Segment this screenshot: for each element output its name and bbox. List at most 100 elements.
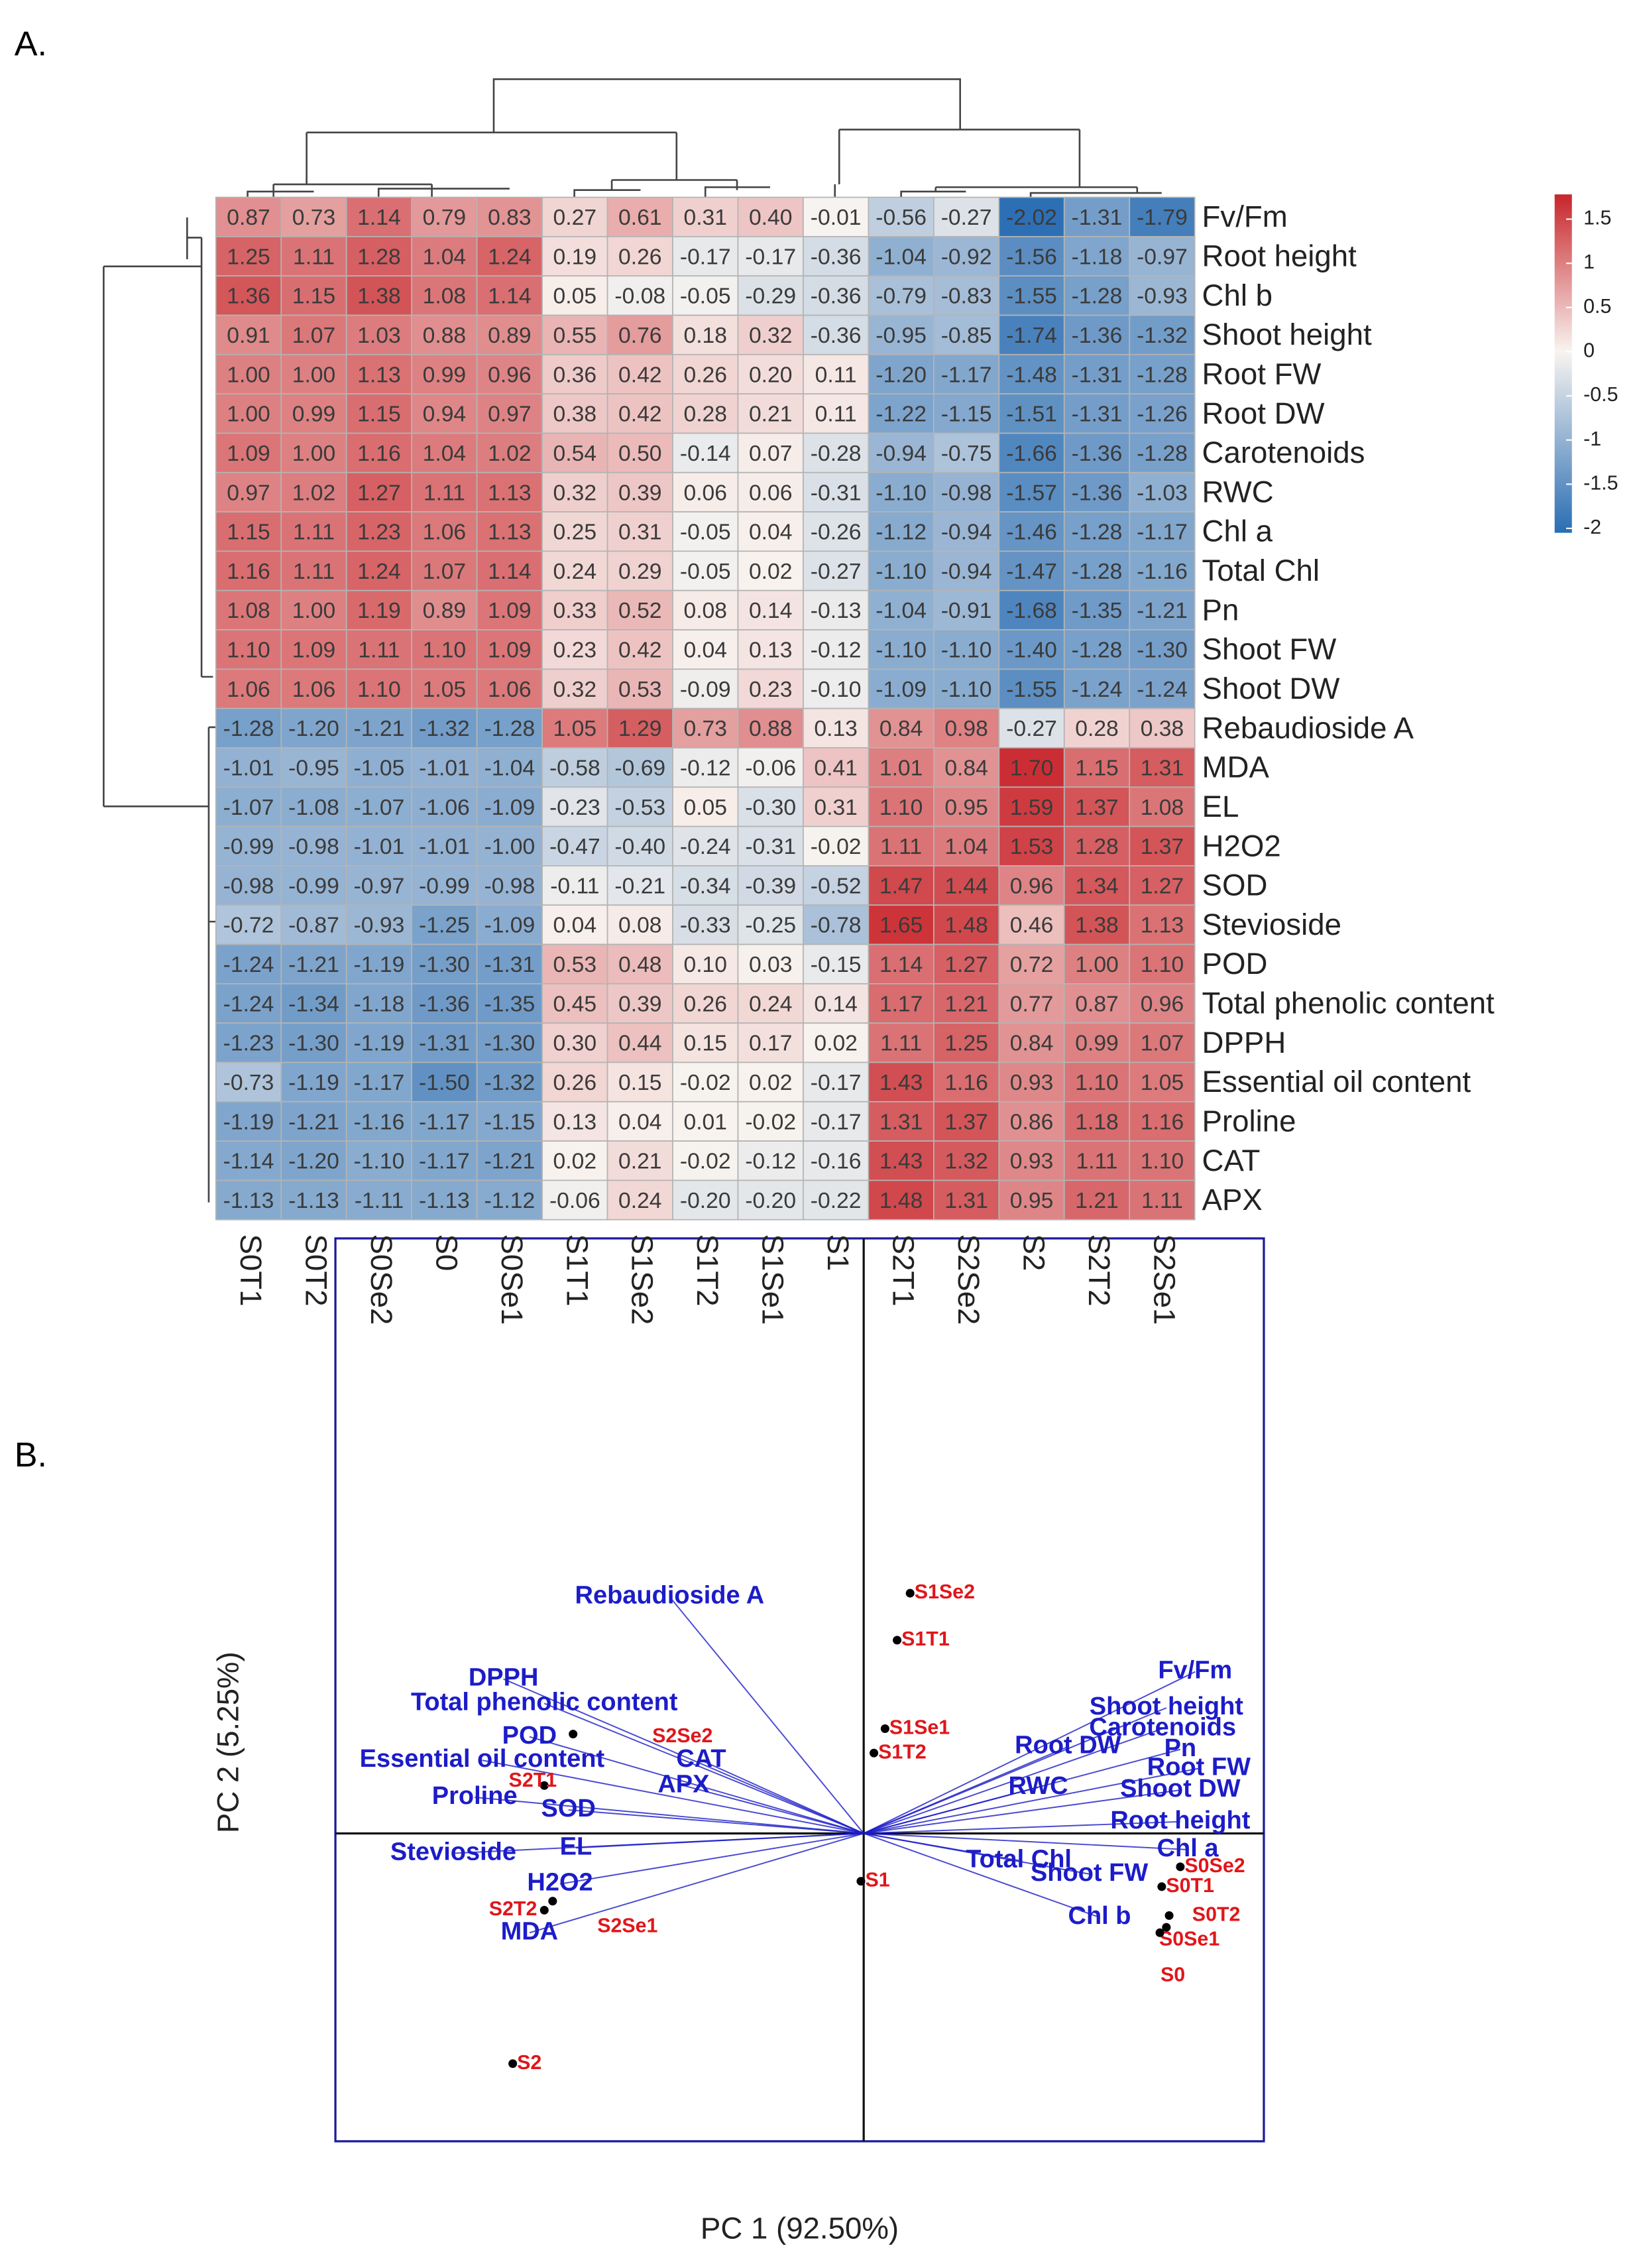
- cell-label: -0.06: [549, 1189, 600, 1213]
- cell-label: 0.25: [553, 520, 597, 545]
- cell-label: -1.13: [223, 1189, 274, 1213]
- heatmap-cell: [672, 196, 739, 237]
- loading-vector: [543, 1702, 864, 1834]
- cell-label: -0.97: [1137, 245, 1188, 269]
- heatmap-cell: [345, 825, 413, 866]
- cell-label: 0.38: [1141, 717, 1184, 741]
- cell-label: -0.12: [811, 638, 862, 663]
- cell-label: 0.13: [814, 717, 858, 741]
- loading-label: Fv/Fm: [1158, 1657, 1232, 1685]
- heatmap-cell: [476, 1179, 543, 1221]
- cell-label: -0.99: [223, 835, 274, 859]
- heatmap-cell: [803, 511, 870, 552]
- heatmap-cell: [215, 236, 282, 277]
- heatmap-cell: [998, 589, 1065, 630]
- cell-label: 0.84: [1010, 1032, 1054, 1056]
- cell-label: 1.27: [944, 953, 988, 977]
- cell-label: -1.36: [419, 992, 470, 1016]
- cell-label: -0.36: [811, 284, 862, 309]
- heatmap-cell: [868, 236, 934, 277]
- sample-point: [856, 1877, 866, 1886]
- heatmap-cell: [476, 275, 543, 316]
- heatmap-cell: [933, 432, 1000, 473]
- heatmap-cell: [1129, 471, 1196, 512]
- cell-label: -1.21: [1137, 599, 1188, 623]
- cell-label: 0.53: [553, 953, 597, 977]
- cell-label: 0.44: [618, 1032, 662, 1056]
- cell-label: -1.35: [484, 992, 536, 1016]
- cell-label: -1.09: [484, 914, 536, 938]
- loading-label: Stevioside: [390, 1838, 516, 1866]
- cell-label: -0.94: [876, 442, 927, 466]
- cell-label: -0.22: [811, 1189, 862, 1213]
- cell-label: -1.22: [876, 402, 927, 427]
- loading-label: EL: [560, 1832, 593, 1860]
- cell-label: -1.28: [1072, 560, 1123, 584]
- heatmap-cell: [868, 943, 934, 985]
- heatmap-cell: [411, 196, 478, 237]
- cell-label: 0.14: [814, 992, 858, 1016]
- loading-vector: [863, 1728, 1163, 1834]
- heatmap-cell: [672, 629, 739, 670]
- heatmap-cell: [868, 1101, 934, 1142]
- heatmap-cell: [606, 983, 673, 1024]
- heatmap-cell: [803, 707, 870, 748]
- cell-label: 1.14: [879, 953, 923, 977]
- cell-label: 0.99: [1075, 1032, 1119, 1056]
- cell-label: -1.12: [876, 520, 927, 545]
- column-label: S0Se1: [495, 1234, 529, 1325]
- heatmap-cell: [541, 589, 608, 630]
- cell-label: 0.23: [749, 678, 793, 702]
- cell-label: 0.96: [1010, 874, 1054, 898]
- heatmap-cell: [411, 1061, 478, 1103]
- heatmap-cell: [737, 1022, 804, 1063]
- cell-label: -1.36: [1072, 481, 1123, 505]
- cell-label: -1.28: [484, 717, 536, 741]
- row-label: Stevioside: [1202, 908, 1341, 941]
- heatmap-cell: [280, 550, 347, 591]
- colorbar-tick-label: -1: [1583, 428, 1601, 450]
- loading-label: POD: [502, 1722, 557, 1750]
- cell-label: 1.48: [944, 914, 988, 938]
- loading-label: Chl b: [1068, 1902, 1131, 1930]
- cell-label: -0.52: [811, 874, 862, 898]
- loading-vector: [864, 1789, 1181, 1834]
- cell-label: 1.31: [879, 1110, 923, 1134]
- heatmap-cell: [345, 786, 413, 827]
- heatmap-cell: [1129, 943, 1196, 985]
- cell-label: -0.31: [811, 481, 862, 505]
- heatmap-cell: [803, 943, 870, 985]
- x-axis-label: PC 1 (92.50%): [701, 2212, 899, 2245]
- cell-label: 1.14: [488, 284, 532, 309]
- cell-label: -0.13: [811, 599, 862, 623]
- row-label: RWC: [1202, 475, 1274, 508]
- heatmap-cell: [672, 786, 739, 827]
- cell-label: -1.46: [1006, 520, 1057, 545]
- cell-label: 0.77: [1010, 992, 1054, 1016]
- cell-label: -1.18: [354, 992, 405, 1016]
- cell-label: -1.66: [1006, 442, 1057, 466]
- colorbar-tick-label: 1.5: [1583, 207, 1611, 229]
- heatmap-cell: [1063, 236, 1131, 277]
- cell-label: 1.13: [488, 481, 532, 505]
- cell-label: -1.31: [1072, 363, 1123, 387]
- cell-label: -1.07: [354, 796, 405, 820]
- cell-label: 1.13: [357, 363, 401, 387]
- loading-label: Root height: [1110, 1807, 1250, 1834]
- heatmap-cell: [476, 983, 543, 1024]
- cell-label: -1.35: [1072, 599, 1123, 623]
- cell-label: -1.14: [223, 1150, 274, 1174]
- cell-label: 0.97: [488, 402, 532, 427]
- heatmap-cell: [803, 1179, 870, 1221]
- cell-label: 1.24: [357, 560, 401, 584]
- sample-point: [1164, 1911, 1174, 1920]
- heatmap-cell: [998, 511, 1065, 552]
- loading-label: Shoot DW: [1120, 1775, 1241, 1803]
- cell-label: 1.00: [1075, 953, 1119, 977]
- heatmap-cell: [933, 1022, 1000, 1063]
- heatmap-cell: [868, 865, 934, 906]
- cell-label: -0.15: [811, 953, 862, 977]
- cell-label: -0.95: [288, 756, 339, 780]
- heatmap-cell: [280, 904, 347, 945]
- heatmap-cell: [672, 353, 739, 395]
